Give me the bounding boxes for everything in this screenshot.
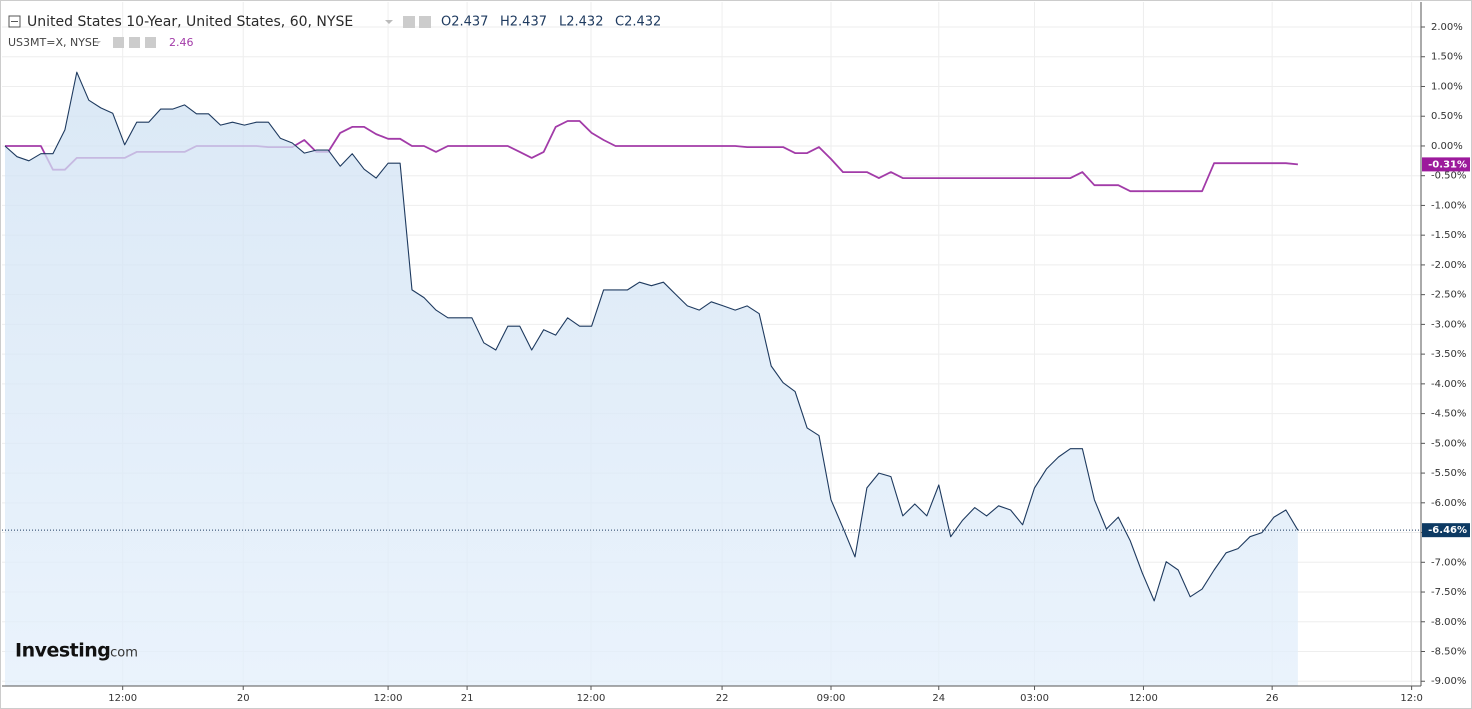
y-tick-label: 1.00% <box>1431 81 1463 92</box>
y-tick-label: -5.00% <box>1431 438 1466 449</box>
y-tick-label: -4.00% <box>1431 379 1466 390</box>
x-tick-label: 22 <box>716 693 729 704</box>
y-tick-label: 0.00% <box>1431 141 1463 152</box>
last-value: 2.46 <box>169 36 194 49</box>
low: L2.432 <box>559 15 603 30</box>
y-tick-label: -9.00% <box>1431 676 1466 687</box>
watermark: .com <box>106 646 138 661</box>
x-tick-label: 03:00 <box>1020 693 1049 704</box>
high: H2.437 <box>500 15 547 30</box>
axes: 2.00% 1.50% 1.00% 0.50% 0.00% -0.50% -1.00% -1.… <box>108 22 1470 704</box>
last-value-label: -0.31% <box>1428 159 1467 170</box>
y-tick-label: -3.00% <box>1431 319 1466 330</box>
x-tick-label: 24 <box>932 693 945 704</box>
last-value-label: -6.46% <box>1428 525 1467 536</box>
y-tick-label: -1.50% <box>1431 230 1466 241</box>
x-tick-label: 12:00 <box>374 693 403 704</box>
y-tick-label: -6.00% <box>1431 498 1466 509</box>
collapse-icon[interactable] <box>8 15 21 28</box>
series-title: United States 10-Year, United States, 60… <box>27 14 353 30</box>
y-tick-label: 0.50% <box>1431 111 1463 122</box>
y-tick-label: -8.50% <box>1431 647 1466 658</box>
series-line <box>4 71 1299 602</box>
y-tick-label: -7.00% <box>1431 557 1466 568</box>
y-tick-label: -8.00% <box>1431 617 1466 628</box>
last-value-badge <box>1422 523 1470 538</box>
y-tick-label: 2.00% <box>1431 22 1463 33</box>
y-tick-label: -7.50% <box>1431 587 1466 598</box>
y-tick-label: -0.50% <box>1431 171 1466 182</box>
dropdown-arrow[interactable] <box>95 41 101 44</box>
dropdown-arrow[interactable] <box>385 20 393 24</box>
area <box>5 72 1298 686</box>
settings-icon[interactable] <box>113 37 124 48</box>
x-tick-label: 20 <box>237 693 250 704</box>
close: C2.432 <box>615 15 661 30</box>
x-tick-label: 12:00 <box>1129 693 1158 704</box>
settings-icon[interactable] <box>129 37 140 48</box>
y-tick-label: -1.00% <box>1431 200 1466 211</box>
x-tick-label: 26 <box>1266 693 1279 704</box>
x-tick-label: 12:00 <box>577 693 606 704</box>
open: O2.437 <box>441 15 488 30</box>
y-tick-label: -2.50% <box>1431 290 1466 301</box>
settings-icon[interactable] <box>403 16 415 28</box>
x-tick-label: 21 <box>461 693 474 704</box>
plot <box>2 71 1421 686</box>
series-title: US3MT=X, NYSE <box>8 36 99 49</box>
x-tick-label: 12:0 <box>1400 693 1422 704</box>
x-tick-label: 12:00 <box>108 693 137 704</box>
y-tick-label: -4.50% <box>1431 409 1466 420</box>
y-tick-label: -5.50% <box>1431 468 1466 479</box>
y-tick-label: 1.50% <box>1431 52 1463 63</box>
y-tick-label: -3.50% <box>1431 349 1466 360</box>
settings-icon[interactable] <box>419 16 431 28</box>
last-value-badge <box>1422 157 1470 172</box>
watermark: Investing <box>15 640 110 662</box>
close-icon[interactable] <box>145 37 156 48</box>
x-tick-label: 09:00 <box>817 693 846 704</box>
y-tick-label: -2.00% <box>1431 260 1466 271</box>
